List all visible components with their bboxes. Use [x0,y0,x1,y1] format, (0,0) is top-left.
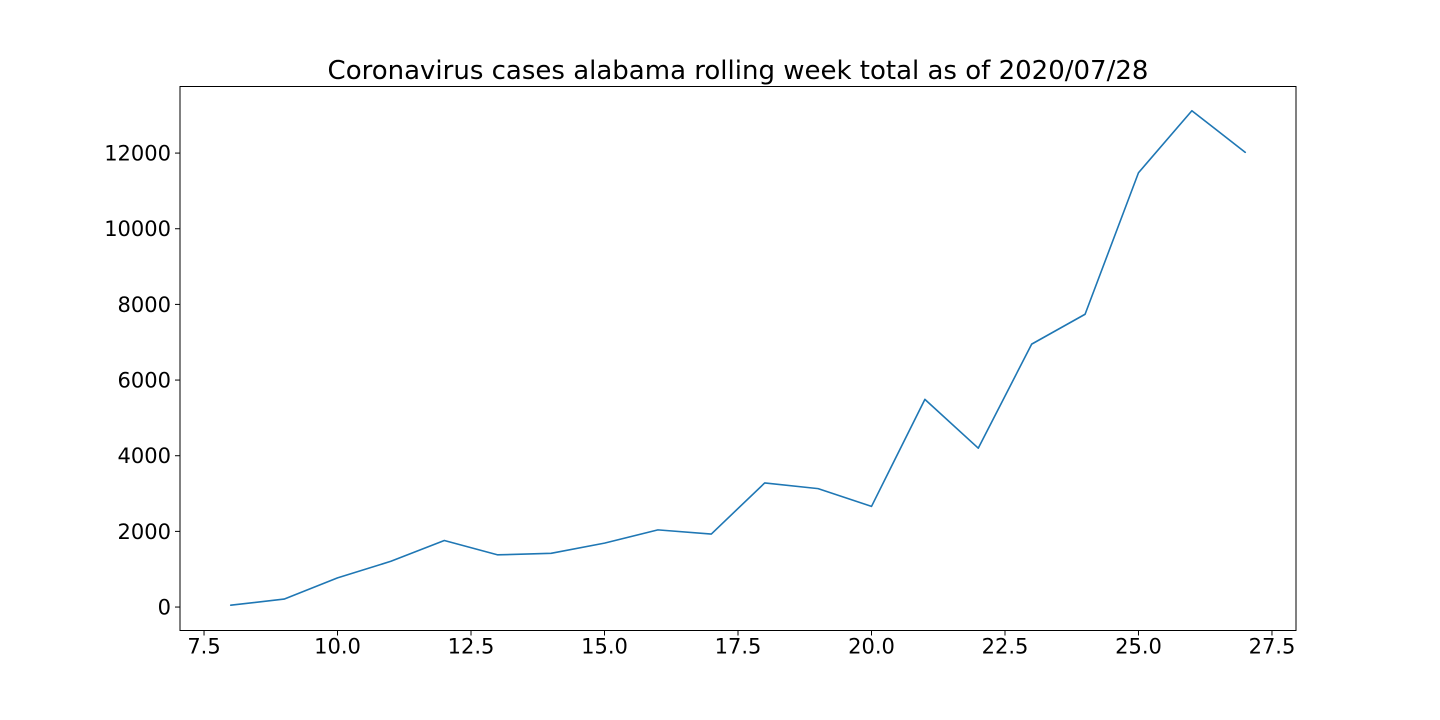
y-tick-label: 0 [158,596,171,620]
chart-title: Coronavirus cases alabama rolling week t… [328,56,1149,86]
x-axis: 7.5 10.0 12.5 15.0 17.5 20.0 22.5 25.0 27.5 [187,630,1296,659]
x-tick-label: 17.5 [715,635,762,659]
x-tick-label: 7.5 [187,635,220,659]
x-tick-label: 25.0 [1115,635,1162,659]
x-tick-label: 12.5 [448,635,495,659]
y-axis: 0 2000 4000 6000 8000 10000 12000 [104,142,180,620]
plot-area-frame [179,86,1297,631]
x-tick-label: 10.0 [314,635,361,659]
x-tick-label: 22.5 [982,635,1029,659]
y-tick-label: 12000 [104,142,171,166]
series-line [229,109,1247,606]
y-tick-label: 4000 [118,444,171,468]
y-tick-label: 10000 [104,217,171,241]
series-layer [229,109,1247,606]
x-tick-label: 20.0 [848,635,895,659]
y-tick-label: 8000 [118,293,171,317]
y-tick-label: 6000 [118,369,171,393]
x-tick-label: 15.0 [581,635,628,659]
x-tick-label: 27.5 [1249,635,1296,659]
y-tick-label: 2000 [118,520,171,544]
